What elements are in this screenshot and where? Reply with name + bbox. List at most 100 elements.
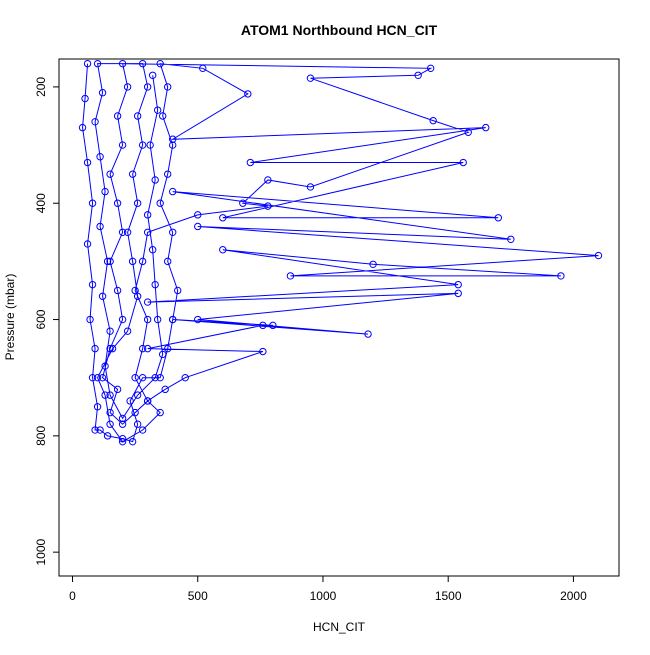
- data-point: [429, 116, 437, 125]
- data-point: [118, 420, 127, 428]
- data-point: [118, 228, 127, 237]
- data-point: [103, 257, 112, 266]
- data-point: [269, 321, 277, 330]
- data-point: [88, 280, 97, 289]
- data-point: [557, 272, 565, 280]
- data-point: [169, 228, 177, 237]
- data-point: [494, 214, 502, 222]
- chart-title: ATOM1 Northbound HCN_CIT: [241, 22, 438, 38]
- data-point: [78, 123, 87, 132]
- data-point: [106, 170, 114, 178]
- data-point: [153, 315, 162, 324]
- data-point: [306, 74, 315, 82]
- data-point: [133, 199, 142, 207]
- data-point: [594, 251, 603, 260]
- data-point: [138, 344, 147, 353]
- data-point: [156, 408, 164, 417]
- data-point: [194, 315, 202, 324]
- data-point: [464, 128, 472, 136]
- data-point: [88, 199, 97, 207]
- data-point: [219, 214, 227, 222]
- data-point: [128, 170, 137, 178]
- data-point: [101, 362, 109, 370]
- data-point: [101, 187, 109, 196]
- data-point: [264, 176, 272, 184]
- y-tick-label: 400: [34, 193, 48, 213]
- data-point: [93, 59, 102, 68]
- data-point: [106, 408, 114, 417]
- data-point: [219, 246, 227, 254]
- data-point: [98, 89, 107, 97]
- data-point: [194, 211, 202, 219]
- data-point: [138, 373, 147, 382]
- data-point: [482, 123, 490, 132]
- data-point: [151, 176, 159, 184]
- data-point: [306, 183, 315, 191]
- data-point: [169, 141, 177, 149]
- data-point: [83, 240, 92, 248]
- data-point: [148, 246, 157, 254]
- data-point: [163, 257, 172, 266]
- data-point: [194, 222, 202, 231]
- x-tick-label: 500: [188, 589, 208, 603]
- data-point: [118, 414, 127, 423]
- data-point: [259, 347, 267, 356]
- data-point: [163, 344, 172, 353]
- data-point: [138, 141, 147, 149]
- data-point: [106, 391, 114, 399]
- data-point: [131, 408, 139, 417]
- data-point: [158, 350, 167, 359]
- data-point: [143, 315, 152, 324]
- data-point: [286, 272, 295, 280]
- data-point: [118, 315, 127, 324]
- data-point: [81, 94, 89, 103]
- data-point: [118, 59, 127, 68]
- data-point: [174, 286, 182, 295]
- data-point: [83, 158, 92, 167]
- data-point: [239, 199, 247, 207]
- x-tick-label: 1500: [435, 589, 462, 603]
- data-point: [96, 153, 104, 161]
- data-point: [106, 327, 114, 335]
- y-tick-label: 800: [34, 426, 48, 446]
- data-point: [163, 83, 172, 91]
- data-point: [156, 373, 164, 382]
- data-point: [426, 64, 435, 73]
- plot-frame: [58, 58, 620, 577]
- data-point: [133, 391, 142, 399]
- data-point: [138, 257, 147, 266]
- data-point: [264, 202, 272, 210]
- data-point: [161, 385, 169, 394]
- data-point: [128, 437, 137, 446]
- data-point: [369, 260, 377, 268]
- data-point: [118, 141, 127, 149]
- data-point: [93, 403, 102, 411]
- data-point: [106, 344, 114, 353]
- data-point: [128, 257, 137, 266]
- data-point: [163, 170, 172, 178]
- data-point: [454, 280, 462, 289]
- data-point: [131, 373, 139, 382]
- data-point: [158, 112, 167, 120]
- x-tick-label: 1000: [310, 589, 337, 603]
- data-point: [143, 344, 152, 353]
- data-point: [123, 327, 132, 335]
- data-point: [169, 315, 177, 324]
- y-tick-label: 600: [34, 309, 48, 329]
- data-point: [138, 426, 147, 434]
- data-point: [199, 64, 207, 73]
- data-point: [181, 373, 189, 382]
- data-point: [86, 315, 94, 324]
- data-point: [138, 59, 147, 68]
- data-point: [126, 397, 134, 405]
- data-point: [96, 426, 104, 434]
- data-point: [133, 420, 142, 428]
- data-point: [151, 280, 159, 289]
- data-point: [156, 199, 164, 207]
- data-line: [82, 63, 599, 443]
- data-point: [153, 106, 162, 114]
- data-point: [454, 289, 462, 298]
- x-axis-label: HCN_CIT: [313, 620, 366, 634]
- data-point: [246, 158, 255, 167]
- data-point: [143, 211, 152, 219]
